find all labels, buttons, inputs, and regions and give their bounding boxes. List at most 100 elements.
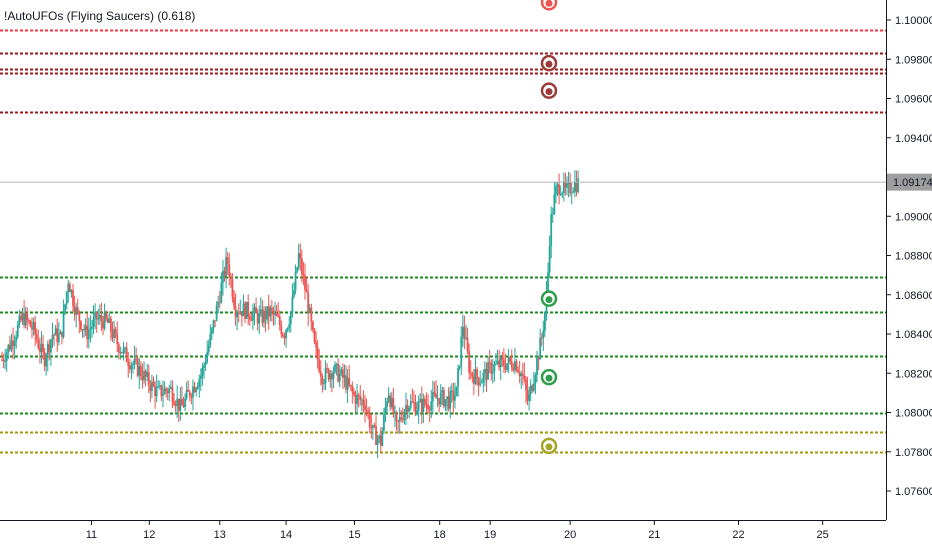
candle-body: [121, 352, 123, 354]
candle-body: [258, 313, 261, 324]
candle-body: [195, 388, 198, 392]
candle-body: [438, 398, 441, 405]
candle-body: [256, 313, 259, 324]
candle-body: [103, 312, 106, 329]
candle-body: [360, 399, 363, 401]
candle-body: [509, 356, 512, 361]
candle-body: [50, 339, 52, 353]
candle-body: [59, 331, 62, 335]
ufo-marker-dot: [545, 296, 553, 304]
candle-body: [521, 373, 524, 376]
candle-body: [570, 192, 573, 194]
candle-body: [507, 356, 510, 364]
price-axis: 1.10000 1.09800 1.09600 1.09400 1.09000 1.088…: [886, 15, 932, 498]
candle-body: [179, 398, 182, 411]
candle-body: [111, 331, 114, 338]
ufo-marker-dot: [545, 0, 553, 7]
candle-body: [353, 391, 355, 395]
candle-body: [57, 334, 60, 343]
candle-body: [381, 430, 384, 446]
candle-body: [526, 389, 529, 401]
candle-body: [476, 369, 478, 378]
ufo-marker-darkred[interactable]: [540, 54, 558, 72]
candle-body: [132, 364, 134, 366]
ufo-marker-darkred[interactable]: [540, 82, 558, 99]
candle-body: [174, 404, 177, 407]
candle-body: [283, 336, 286, 339]
candle-body: [424, 398, 426, 405]
candle-body: [474, 369, 477, 384]
ufo-marker-olive[interactable]: [540, 437, 558, 455]
candle-body: [157, 386, 160, 388]
candle-body: [321, 376, 324, 385]
time-tick-label: 19: [484, 529, 496, 541]
time-tick-label: 20: [564, 529, 576, 541]
candle-body: [158, 385, 161, 387]
candle-body: [340, 369, 343, 374]
time-tick-label: 15: [348, 529, 360, 541]
candle-body: [304, 275, 306, 290]
candle-body: [329, 373, 332, 380]
candle-body: [400, 417, 403, 420]
price-tick-label: 1.08800: [895, 251, 932, 263]
candle-body: [373, 425, 376, 427]
price-tick-label: 1.08600: [895, 290, 932, 302]
candle-body: [272, 310, 275, 315]
candle-body: [452, 390, 455, 401]
candle-body: [414, 402, 417, 415]
candle-body: [387, 395, 390, 402]
candle-body: [371, 425, 374, 429]
candle-body: [86, 325, 89, 340]
candle-body: [499, 357, 502, 368]
candle-body: [442, 389, 445, 407]
candle-body: [487, 362, 489, 380]
candle-body: [559, 194, 562, 196]
candle-body: [300, 258, 303, 275]
ufo-marker-red[interactable]: [540, 0, 558, 11]
ufo-marker-green[interactable]: [540, 368, 558, 386]
candle-body: [239, 311, 242, 314]
candle-body: [253, 307, 256, 314]
candle-body: [335, 363, 338, 365]
ufo-marker-green[interactable]: [540, 290, 558, 307]
candle-body: [212, 320, 215, 329]
last-price-label: 1.09174: [893, 177, 932, 189]
candle-body: [130, 365, 133, 370]
candle-body: [539, 337, 542, 360]
candle-body: [375, 426, 377, 445]
candle-body: [94, 312, 97, 318]
candle-body: [384, 407, 387, 415]
candle-body: [573, 182, 576, 192]
candle-body: [551, 213, 554, 215]
candle-body: [315, 342, 317, 348]
candle-body: [198, 378, 201, 387]
candle-body: [332, 371, 335, 380]
candle-body: [413, 402, 415, 404]
candle-body: [330, 373, 333, 380]
candle-body: [266, 306, 269, 320]
candle-body: [523, 375, 526, 380]
candle-body: [192, 386, 194, 398]
candle-body: [472, 376, 475, 384]
candle-body: [136, 358, 139, 376]
candle-body: [502, 359, 505, 367]
candle-body: [575, 182, 578, 192]
candle-body: [203, 365, 205, 369]
candle-body: [76, 307, 79, 312]
candle-body: [562, 181, 565, 194]
candle-body: [119, 352, 122, 354]
candle-body: [401, 419, 404, 421]
candle-body: [468, 351, 471, 373]
candle-body: [187, 389, 190, 392]
candle-body: [231, 279, 234, 298]
candle-body: [305, 289, 308, 293]
candle-body: [536, 357, 538, 376]
candle-body: [67, 283, 70, 292]
ufo-marker-dot: [545, 443, 553, 451]
candle-body: [318, 359, 321, 372]
candle-body: [267, 306, 270, 317]
indicator-title: !AutoUFOs (Flying Saucers) (0.618): [4, 9, 195, 23]
candle-body: [73, 306, 76, 315]
